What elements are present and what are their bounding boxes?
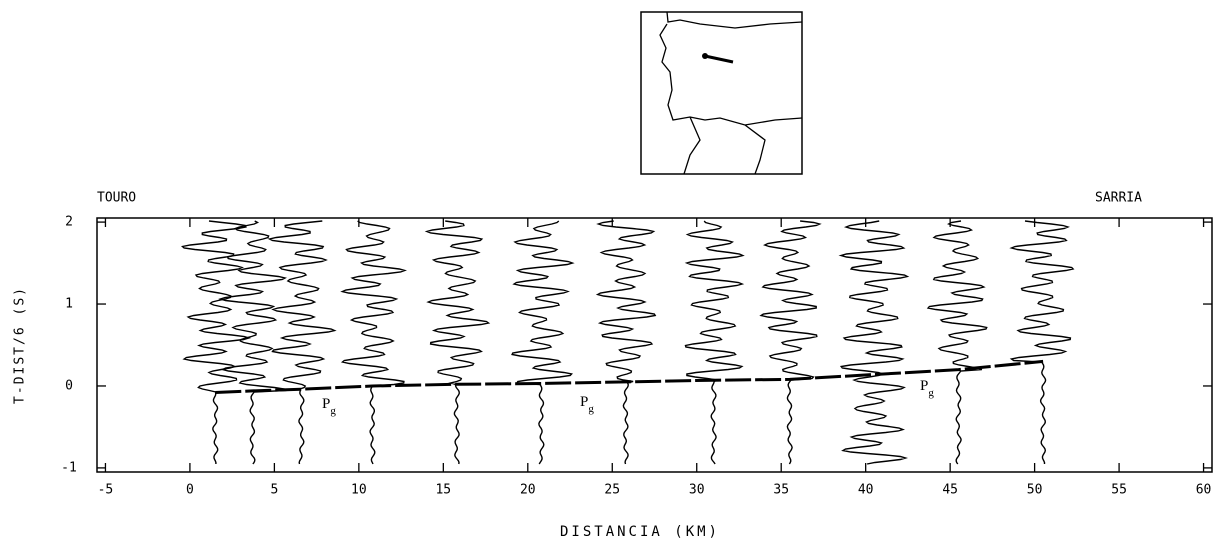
inset-shot — [702, 53, 708, 59]
x-tick-label: 10 — [351, 483, 367, 498]
inset-coast — [659, 11, 803, 175]
phase-letter: P — [920, 378, 928, 394]
phase-label: Pg — [580, 394, 594, 414]
left-label: TOURO — [97, 191, 136, 206]
x-tick-label: 45 — [942, 483, 958, 498]
inset-map — [640, 11, 803, 175]
x-tick-label: 0 — [186, 483, 194, 498]
y-tick-label: 2 — [65, 215, 73, 230]
trace-wiggle — [684, 220, 745, 465]
x-tick-label: 5 — [270, 483, 278, 498]
x-tick-label: 40 — [858, 483, 874, 498]
x-tick-label: 30 — [689, 483, 705, 498]
x-tick-label: 50 — [1027, 483, 1043, 498]
x-tick-label: 35 — [773, 483, 789, 498]
x-axis-label: DISTANCIA (KM) — [560, 524, 720, 540]
y-tick-label: -1 — [61, 460, 77, 475]
trace-wiggle — [1009, 220, 1075, 464]
trace-wiggle — [838, 220, 910, 465]
trace-wiggle — [511, 220, 575, 465]
inset-profile — [704, 54, 734, 64]
trace-wiggle — [340, 220, 407, 465]
x-tick-label: 55 — [1111, 483, 1127, 498]
phase-label: Pg — [920, 378, 934, 398]
trace-wiggle — [424, 220, 491, 465]
inset-frame — [640, 11, 803, 175]
x-tick-label: 15 — [435, 483, 451, 498]
x-tick-label: 20 — [520, 483, 536, 498]
y-tick-label: 1 — [65, 297, 73, 312]
trace-wiggle — [218, 220, 287, 465]
right-label: SARRIA — [1095, 191, 1142, 206]
x-tick-label: -5 — [98, 483, 114, 498]
phase-letter: P — [322, 396, 330, 412]
trace-wiggle — [759, 220, 822, 465]
trace-wiggle — [267, 220, 337, 465]
y-axis-label: T-DIST/6 (S) — [13, 286, 28, 404]
x-tick-label: 25 — [604, 483, 620, 498]
x-tick-label: 60 — [1196, 483, 1212, 498]
phase-subscript: g — [330, 405, 336, 417]
phase-subscript: g — [588, 403, 594, 415]
phase-label: Pg — [322, 396, 336, 416]
traces — [181, 220, 1075, 465]
trace-wiggle — [926, 220, 988, 465]
y-tick-label: 0 — [65, 378, 73, 393]
phase-subscript: g — [928, 387, 934, 399]
first-arrival — [215, 359, 1044, 394]
trace-wiggle — [595, 220, 657, 465]
plot-frame — [96, 217, 1213, 473]
phase-letter: P — [580, 394, 588, 410]
trace-wiggle — [181, 220, 252, 464]
